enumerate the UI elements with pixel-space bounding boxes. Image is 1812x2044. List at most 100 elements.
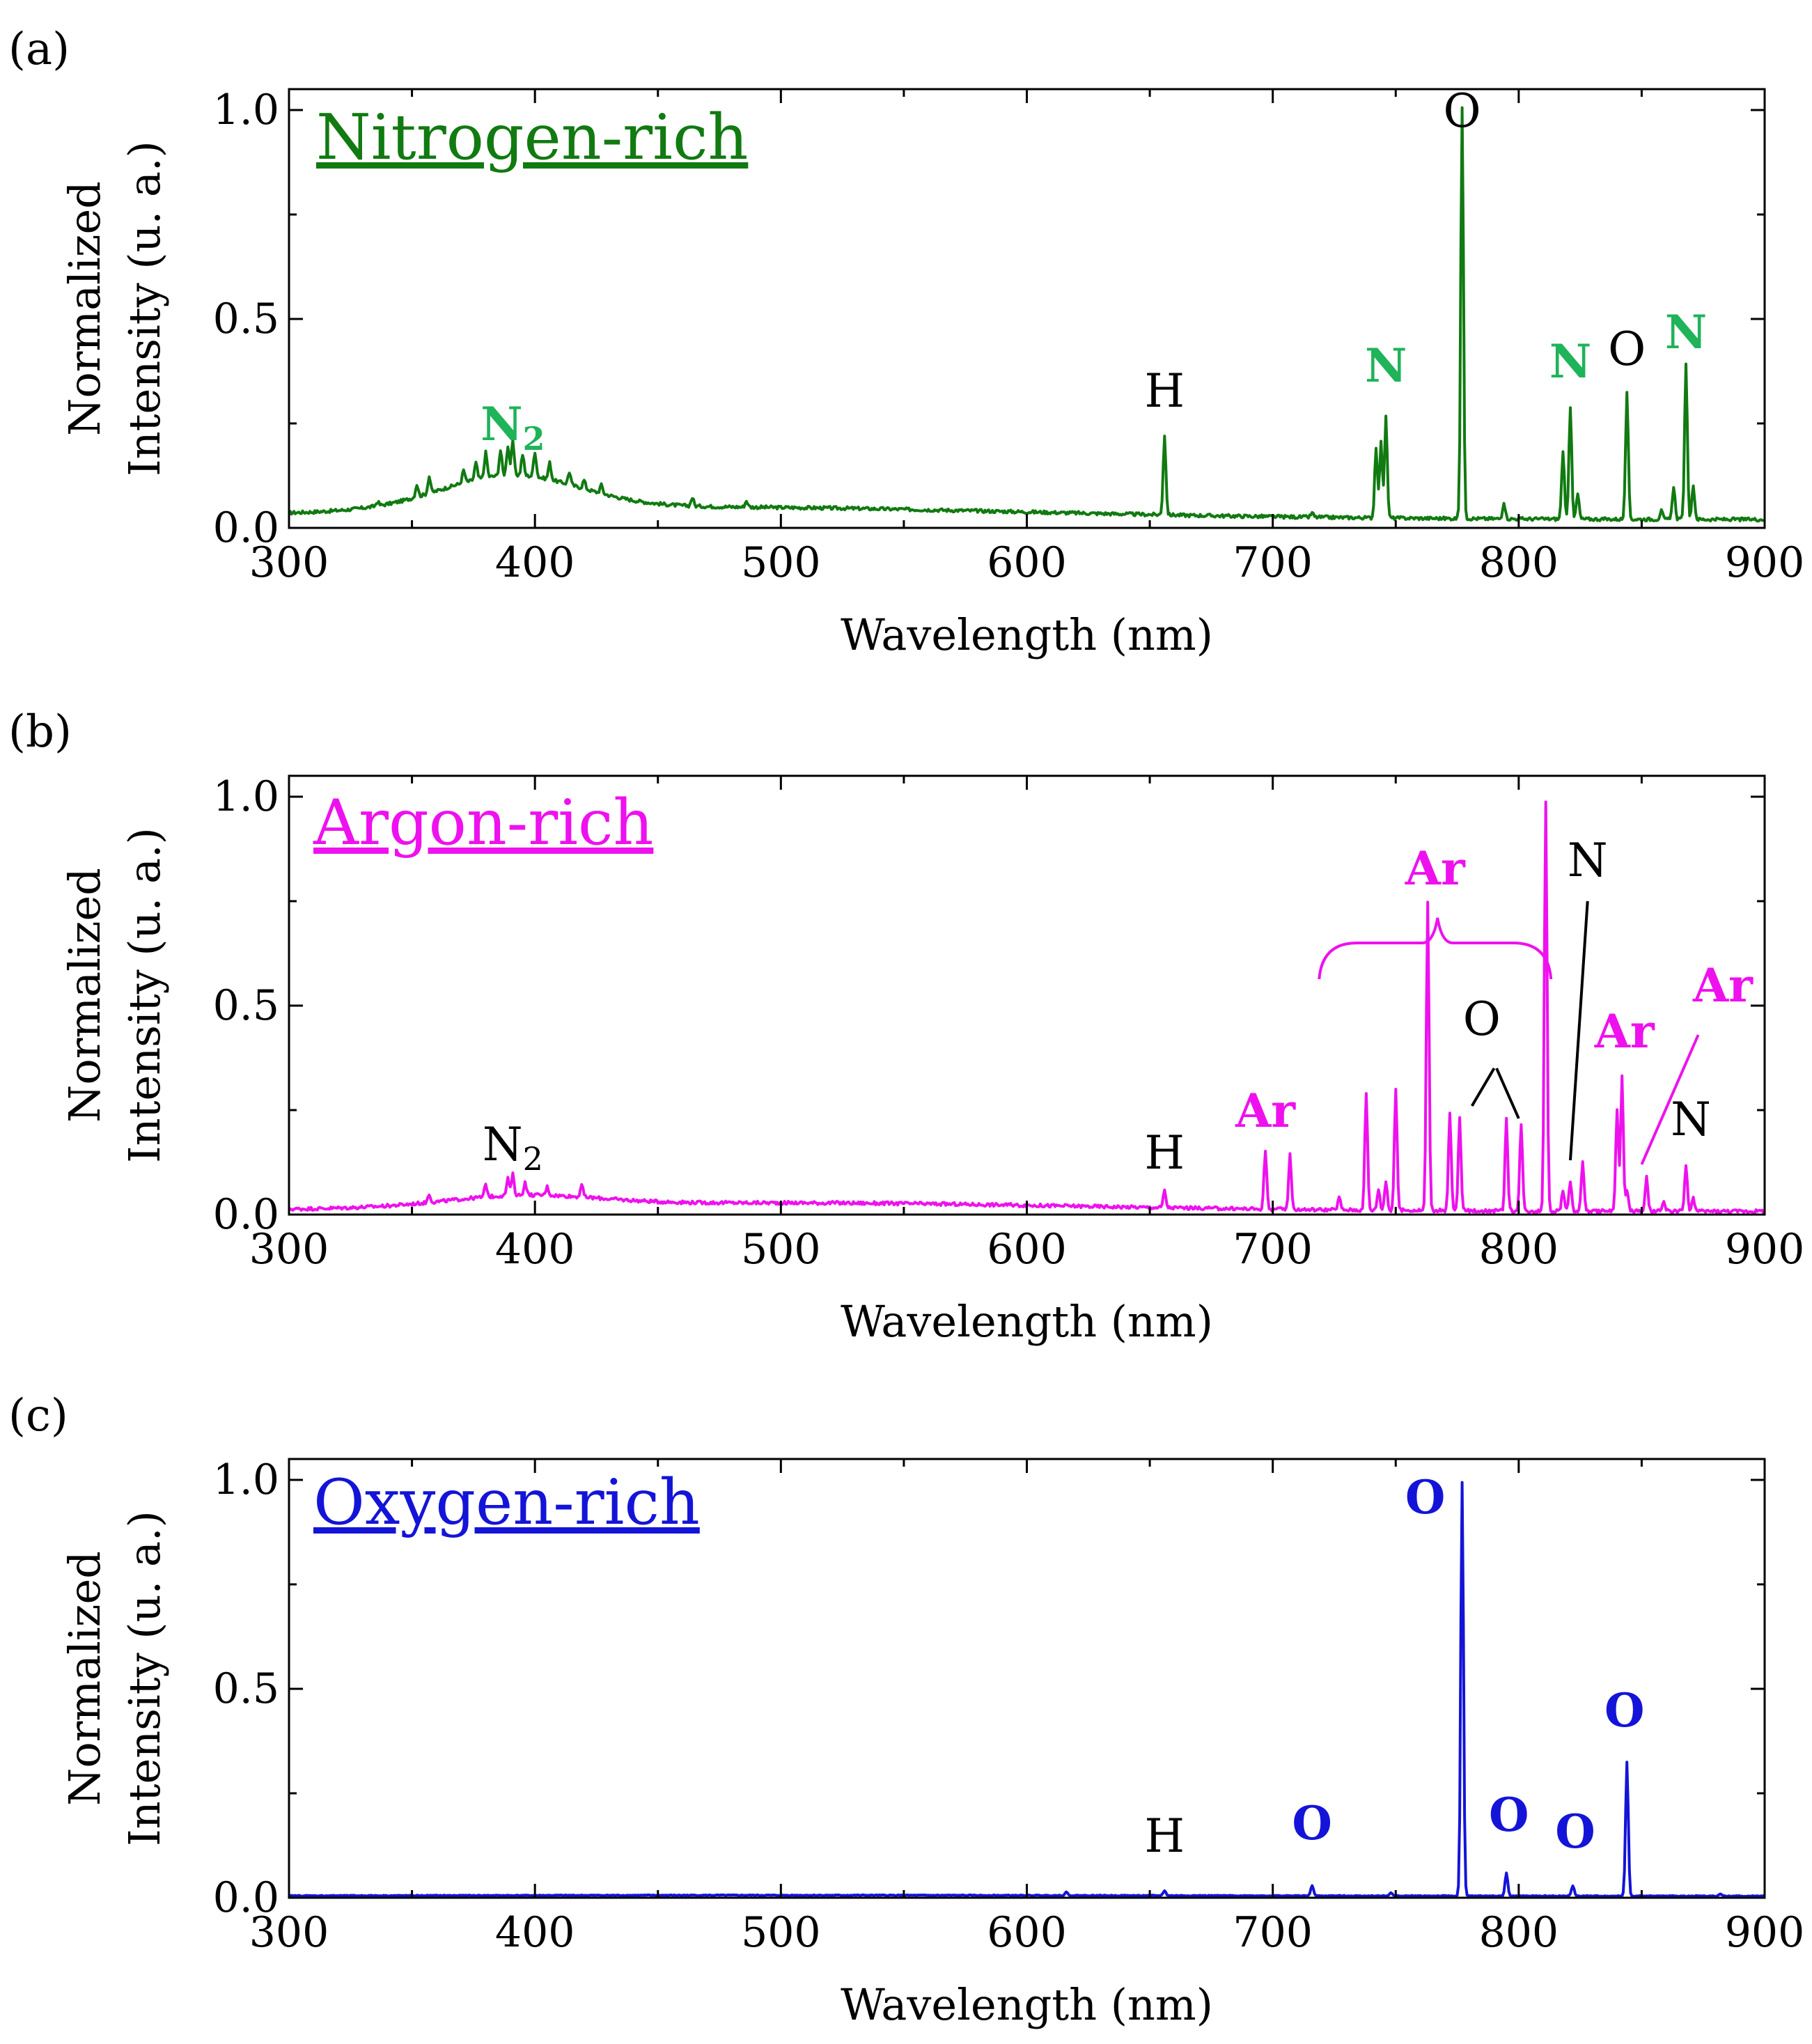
peak-label-text: N [1671, 1093, 1711, 1146]
y-tick-label: 1.0 [213, 86, 279, 134]
x-tick-label: 500 [741, 1225, 821, 1274]
x-tick-label: 600 [987, 1908, 1067, 1957]
peak-label: N2 [481, 397, 545, 458]
peak-label-text: Ar [1235, 1084, 1296, 1138]
chart-panel-c: (c) 300 400 500 600 700 800 900 0.0 0.5 1.0 Wavelen… [8, 1390, 1804, 2030]
peak-label-text: N [1549, 334, 1591, 389]
x-tick-label: 300 [249, 538, 329, 587]
x-tick-label: 400 [495, 538, 575, 587]
leader-line [1569, 900, 1589, 1161]
peak-label: N [1665, 305, 1707, 359]
x-tick-label: 900 [1725, 1908, 1805, 1957]
peak-label-text: O [1405, 1470, 1446, 1524]
x-tick-label: 700 [1233, 1225, 1313, 1274]
peak-label-text: N [1568, 834, 1608, 887]
y-tick-label: 0.0 [213, 504, 279, 552]
peak-label: H [1144, 364, 1185, 418]
x-tick-label: 900 [1725, 1225, 1805, 1274]
x-axis-label: Wavelength (nm) [841, 1296, 1213, 1347]
peak-label: N [1365, 338, 1407, 393]
x-tick-label: 400 [495, 1908, 575, 1957]
peak-label: O [1444, 84, 1481, 138]
y-axis-label-line1: Normalized [59, 181, 110, 436]
x-tick-label: 700 [1233, 538, 1313, 587]
x-tick-label: 400 [495, 1225, 575, 1274]
x-axis-label: Wavelength (nm) [841, 609, 1213, 660]
x-tick-label: 800 [1479, 538, 1559, 587]
leader-line [1471, 1067, 1496, 1107]
x-tick-label: 500 [741, 1908, 821, 1957]
peak-label: N [1568, 834, 1608, 887]
peak-label-text: N [483, 1118, 523, 1171]
x-tick-label: 300 [249, 1225, 329, 1274]
y-tick-label: 0.0 [213, 1190, 279, 1239]
x-axis-label: Wavelength (nm) [841, 1979, 1213, 2030]
chart-title: Argon-rich [313, 786, 653, 859]
chart-panel-b: (b) 300 400 500 600 700 800 900 0.0 0.5 1.0 Wavelen… [8, 706, 1804, 1347]
y-tick-label: 0.0 [213, 1873, 279, 1922]
peak-label: O [1555, 1804, 1595, 1859]
x-tick-label: 700 [1233, 1908, 1313, 1957]
peak-label-text: Ar [1405, 841, 1466, 896]
y-tick-label: 0.5 [213, 295, 279, 343]
peak-label-text: O [1555, 1804, 1595, 1859]
peak-label-text: N [481, 397, 522, 451]
y-axis-label-line1: Normalized [59, 1551, 110, 1806]
annotation-brace [1318, 917, 1553, 980]
y-axis-label-line2: Intensity (u. a.) [119, 1511, 170, 1846]
y-tick-label: 1.0 [213, 1456, 279, 1504]
peak-label-text: O [1444, 84, 1481, 138]
peak-label: Ar [1594, 1004, 1655, 1059]
x-tick-label: 600 [987, 538, 1067, 587]
peak-label-text: O [1608, 322, 1646, 376]
leader-line [1495, 1068, 1520, 1119]
peak-label: H [1144, 1809, 1185, 1863]
peak-label-text: O [1463, 992, 1501, 1046]
peak-label-text: H [1144, 1809, 1185, 1863]
x-tick-label: 300 [249, 1908, 329, 1957]
x-tick-label: 800 [1479, 1225, 1559, 1274]
peak-label: O [1489, 1788, 1529, 1842]
panel-label: (c) [8, 1390, 68, 1442]
peak-label: O [1292, 1796, 1332, 1850]
peak-label: Ar [1692, 958, 1754, 1013]
x-tick-label: 900 [1725, 538, 1805, 587]
peak-label-text: N [1365, 338, 1407, 393]
leader-line [1640, 1034, 1700, 1165]
chart-title: Nitrogen-rich [316, 101, 748, 174]
panel-label: (b) [8, 706, 72, 758]
y-axis-label-line2: Intensity (u. a.) [119, 141, 170, 476]
chart-title: Oxygen-rich [313, 1466, 700, 1539]
peak-label: O [1604, 1683, 1645, 1738]
peak-label: N2 [483, 1118, 543, 1178]
peak-label: O [1405, 1470, 1446, 1524]
peak-label: O [1463, 992, 1501, 1046]
peak-label-text: O [1292, 1796, 1332, 1850]
chart-panel-a: (a) 300 400 500 600 700 800 900 0.0 0.5 1.0 Wavelen… [8, 24, 1804, 660]
peak-label: Ar [1235, 1084, 1296, 1138]
peak-label-text: Ar [1594, 1004, 1655, 1059]
peak-label: N [1549, 334, 1591, 389]
peak-label: Ar [1405, 841, 1466, 896]
peak-label: O [1608, 322, 1646, 376]
peak-label-text: H [1144, 364, 1185, 418]
peak-label-text: N [1665, 305, 1707, 359]
y-tick-label: 0.5 [213, 1664, 279, 1713]
x-tick-label: 500 [741, 538, 821, 587]
peak-label-text: Ar [1692, 958, 1754, 1013]
x-tick-label: 600 [987, 1225, 1067, 1274]
peak-label: N [1671, 1093, 1711, 1146]
peak-label: H [1144, 1126, 1185, 1180]
peak-label-subscript: 2 [523, 1140, 543, 1178]
spectrum-line [288, 1481, 1766, 1898]
y-tick-label: 0.5 [213, 981, 279, 1030]
y-tick-label: 1.0 [213, 772, 279, 821]
x-tick-label: 800 [1479, 1908, 1559, 1957]
peak-label-text: O [1604, 1683, 1645, 1738]
y-axis-label-line1: Normalized [59, 868, 110, 1123]
peak-label-subscript: 2 [523, 420, 545, 458]
panel-label: (a) [8, 24, 70, 75]
peak-label-text: O [1489, 1788, 1529, 1842]
y-axis-label-line2: Intensity (u. a.) [119, 827, 170, 1163]
